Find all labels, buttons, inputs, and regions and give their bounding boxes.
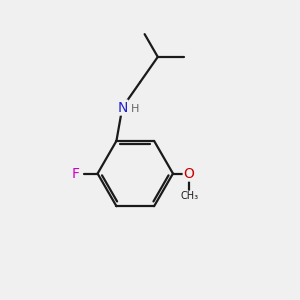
Text: O: O [184, 167, 195, 181]
Text: H: H [130, 104, 139, 114]
Text: CH₃: CH₃ [180, 191, 198, 201]
Text: N: N [117, 100, 128, 115]
Text: F: F [71, 167, 80, 181]
